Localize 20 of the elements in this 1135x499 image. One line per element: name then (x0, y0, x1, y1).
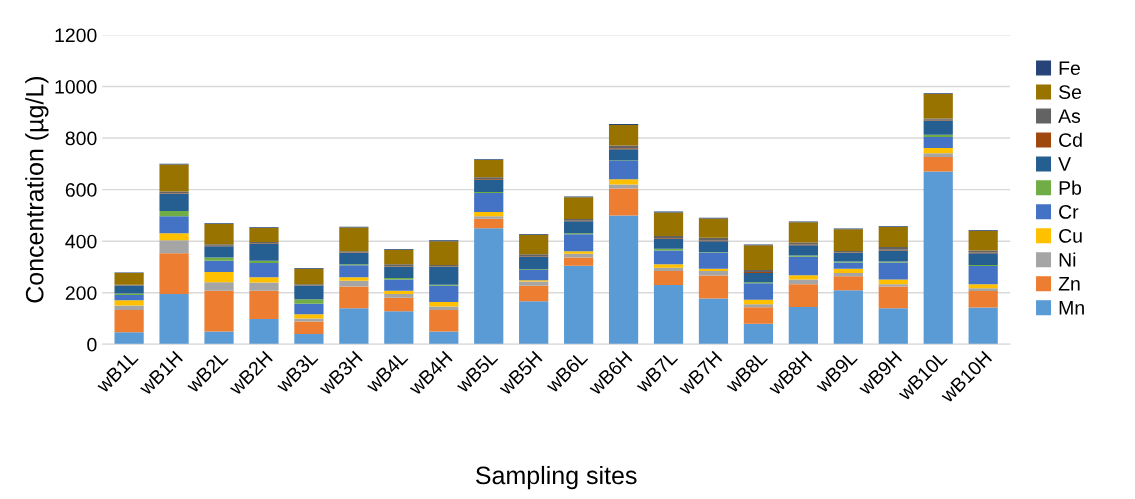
y-tick-label: 600 (65, 183, 97, 197)
legend-label: Se (1059, 85, 1082, 99)
x-axis-title: Sampling sites (476, 465, 637, 490)
legend-label: Cr (1059, 205, 1079, 219)
legend-label: Zn (1058, 277, 1080, 291)
legend-label: Cu (1059, 228, 1082, 243)
y-tick-label: 0 (87, 337, 97, 352)
legend-label: Fe (1059, 61, 1080, 76)
y-tick-label: 400 (65, 234, 97, 249)
y-tick-label: 1200 (55, 28, 97, 43)
legend-label: Ni (1059, 252, 1076, 267)
legend-label: Mn (1059, 301, 1084, 315)
legend-label: Pb (1059, 180, 1082, 195)
legend-label: As (1058, 109, 1081, 123)
y-axis-title: Concentration (µg/L) (25, 76, 49, 303)
y-tick-label: 800 (65, 131, 97, 146)
y-tick-label: 200 (65, 286, 97, 300)
legend-label: V (1058, 157, 1071, 171)
y-tick-label: 1000 (55, 79, 97, 94)
legend-label: Cd (1059, 132, 1082, 147)
